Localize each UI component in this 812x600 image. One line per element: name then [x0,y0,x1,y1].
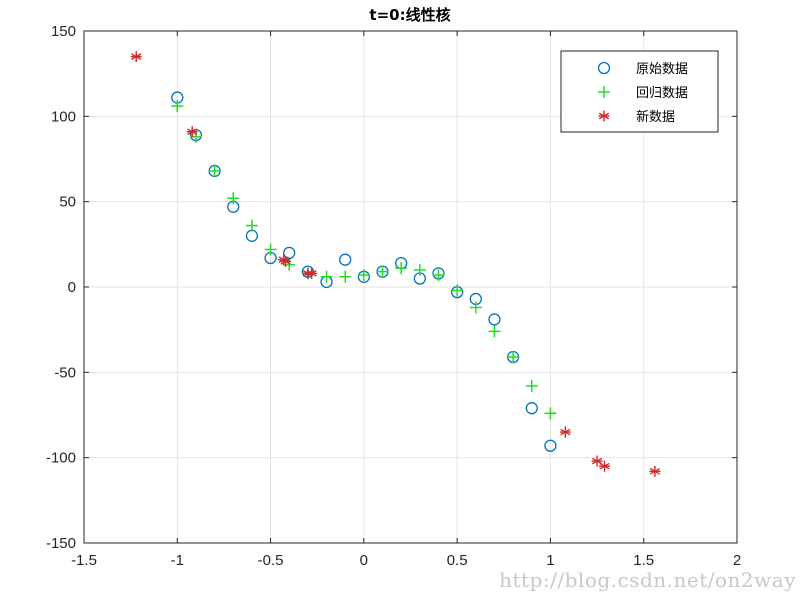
chart-title: t=0:线性核 [369,6,450,24]
data-point [264,243,277,256]
data-point [130,51,142,63]
watermark: http://blog.csdn.net/on2way [499,568,796,592]
data-point [432,269,445,282]
data-point [451,284,464,297]
y-tick-label: 150 [51,23,76,40]
data-point [469,301,482,314]
data-point [357,269,370,282]
data-point [376,265,389,278]
legend-box [560,50,719,133]
data-point [649,465,661,477]
data-point [279,255,291,267]
y-tick-label: 50 [59,194,76,211]
data-point [283,246,296,260]
y-tick-label: 100 [51,108,76,125]
data-point [227,192,240,205]
legend-marker [597,61,611,75]
x-tick-label: 1.5 [633,552,654,569]
series-2 [171,100,557,420]
data-point [507,350,520,363]
series-3 [130,51,661,477]
legend-label: 原始数据 [636,62,688,77]
data-point [245,219,258,232]
data-point [525,379,538,392]
y-tick-label: -100 [46,450,76,467]
y-tick-label: 0 [68,279,76,296]
axes [83,30,738,544]
legend-marker [598,86,610,98]
x-tick-label: 1 [546,552,554,569]
data-point [488,325,501,338]
data-point [544,439,557,452]
data-point [339,253,352,266]
legend-label: 新数据 [636,109,675,125]
x-tick-label: -0.5 [258,552,284,569]
x-tick-label: 2 [733,552,741,569]
data-point [339,270,352,283]
legend-marker [598,110,610,122]
data-point [306,267,318,279]
data-point [591,455,603,467]
x-tick-label: -1 [171,552,184,569]
data-point [171,100,184,113]
data-point [544,407,557,420]
y-tick-label: -50 [54,364,76,381]
data-point [559,426,571,438]
x-tick-label: 0 [360,552,368,569]
data-point [413,263,426,276]
y-tick-label: -150 [46,535,76,552]
data-point [599,460,611,472]
data-point [208,164,221,177]
x-tick-label: -1.5 [71,552,97,569]
legend-label: 回归数据 [636,86,688,101]
data-point [186,126,198,138]
data-point [488,313,501,326]
data-point [395,262,408,275]
tick-labels: -1.5 -1 -0.5 0 0.5 1 1.5 2 -150 -100 -50 0 50 100 150 [46,23,741,569]
data-point [525,402,538,415]
x-tick-label: 0.5 [447,552,468,569]
data-points [130,51,661,477]
data-point [320,270,333,283]
